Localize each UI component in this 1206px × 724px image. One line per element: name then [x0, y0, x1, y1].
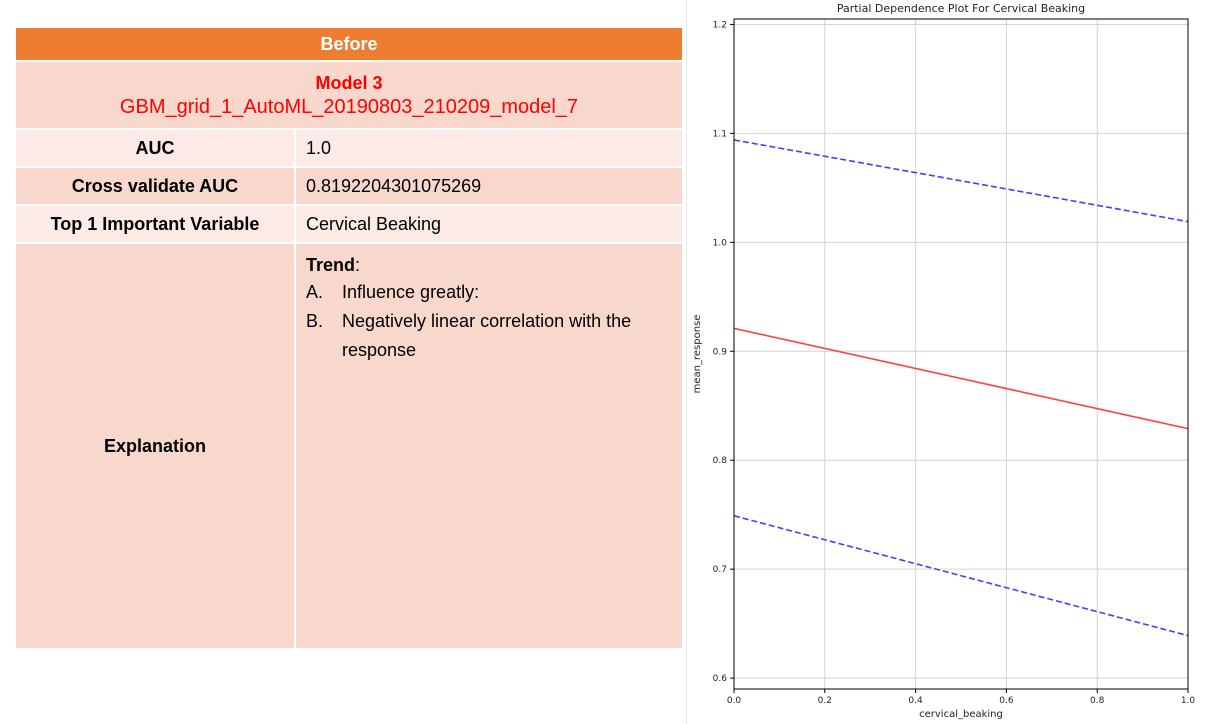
- trend-label: Trend: [306, 255, 356, 275]
- confidence-bound-line: [733, 515, 1189, 637]
- model-id: GBM_grid_1_AutoML_20190803_210209_model_…: [119, 96, 579, 118]
- x-tick-label: 0.8: [1090, 696, 1105, 706]
- list-item: B. Negatively linear correlation with th…: [306, 307, 672, 365]
- trend-list: A. Influence greatly: B. Negatively line…: [306, 278, 672, 365]
- row-label-explanation: Explanation: [14, 242, 296, 650]
- y-tick-label: 0.6: [713, 674, 728, 684]
- list-item-letter: B.: [306, 311, 324, 331]
- panel-divider: [686, 0, 687, 724]
- row-label-cv-auc: Cross validate AUC: [14, 166, 296, 206]
- mean-response-line: [733, 327, 1189, 430]
- trend-colon: :: [355, 255, 361, 275]
- table-header: Before: [14, 26, 684, 62]
- y-tick-label: 0.7: [713, 565, 727, 575]
- y-axis-label: mean_response: [692, 315, 703, 394]
- chart-ticks: 0.0 0.2 0.4 0.6 0.8 1.0 0.6 0.7 0.8 0.9 1.0 1.1 1.2: [713, 20, 1196, 706]
- partial-dependence-chart: 0.0 0.2 0.4 0.6 0.8 1.00.60.70.80.91.01.11.2 …: [692, 2, 1196, 720]
- row-value-cv-auc: 0.8192204301075269: [294, 166, 684, 206]
- x-tick-label: 0.0: [727, 696, 742, 706]
- list-item-letter: A.: [306, 282, 324, 302]
- model-title: Model 3: [315, 73, 383, 93]
- y-tick-label: 0.9: [713, 347, 728, 357]
- x-tick-label: 0.4: [908, 696, 923, 706]
- row-value-auc: 1.0: [294, 128, 684, 168]
- y-tick-label: 0.8: [713, 456, 728, 466]
- list-item-text: Influence greatly:: [342, 282, 480, 302]
- row-label-top-variable: Top 1 Important Variable: [14, 204, 296, 244]
- y-tick-label: 1.0: [713, 238, 728, 248]
- trend-heading: Trend:: [306, 252, 672, 278]
- list-item-text: Negatively linear correlation with the r…: [342, 311, 632, 360]
- confidence-bound-line: [733, 139, 1189, 223]
- explanation-content: Trend: A. Influence greatly: B. Negative…: [294, 242, 684, 650]
- list-item: A. Influence greatly:: [306, 278, 672, 307]
- table-row: Top 1 Important Variable Cervical Beakin…: [14, 204, 684, 244]
- table-row: Explanation Trend: A. Influence greatly:…: [14, 242, 684, 650]
- x-axis-label: cervical_beaking: [919, 709, 1003, 720]
- row-label-auc: AUC: [14, 128, 296, 168]
- y-tick-label: 1.1: [713, 129, 727, 139]
- chart-grid: [733, 19, 1189, 689]
- table-row: AUC 1.0: [14, 128, 684, 168]
- model-comparison-table: Before Model 3 GBM_grid_1_AutoML_2019080…: [14, 26, 684, 650]
- x-tick-label: 0.6: [999, 696, 1014, 706]
- table-row: Cross validate AUC 0.8192204301075269: [14, 166, 684, 206]
- chart-series: [733, 139, 1189, 637]
- row-value-top-variable: Cervical Beaking: [294, 204, 684, 244]
- x-tick-label: 1.0: [1181, 696, 1196, 706]
- model-cell: Model 3 GBM_grid_1_AutoML_20190803_21020…: [14, 60, 684, 130]
- y-tick-label: 1.2: [713, 20, 727, 30]
- x-tick-label: 0.2: [818, 696, 832, 706]
- plot-frame: [733, 18, 1189, 690]
- chart-title: Partial Dependence Plot For Cervical Bea…: [837, 2, 1085, 15]
